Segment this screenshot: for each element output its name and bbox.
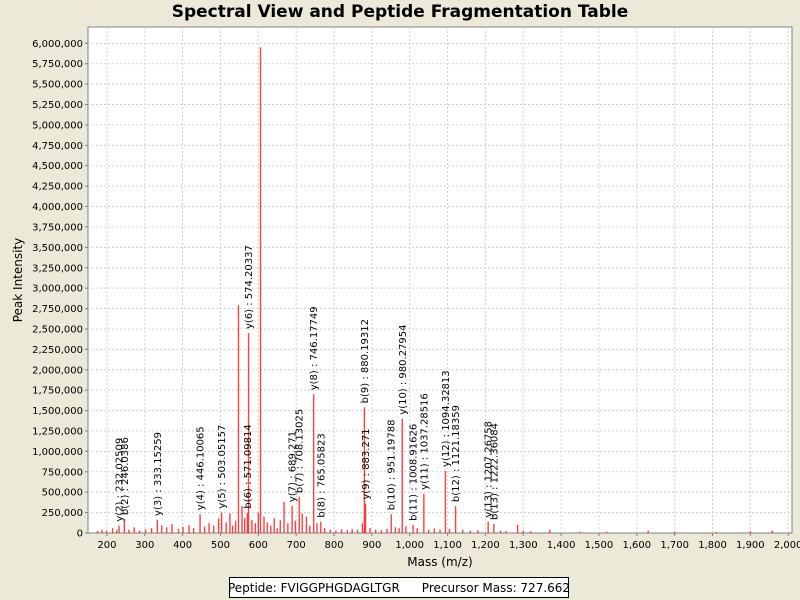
peak-annotation: y(13) : 1207.26758 [484, 421, 495, 518]
y-tick-label: 5,250,000 [32, 100, 83, 111]
x-tick-label: 1,800 [698, 540, 727, 551]
peak-annotation: b(12) : 1121.18359 [451, 405, 462, 502]
peak-annotation: b(7) : 708.13025 [295, 409, 306, 493]
peak-annotation: b(11) : 1008.91626 [409, 424, 420, 521]
x-tick-label: 1,200 [471, 540, 500, 551]
y-tick-label: 3,000,000 [32, 284, 83, 295]
y-tick-label: 1,500,000 [32, 406, 83, 417]
y-tick-label: 2,500,000 [32, 324, 83, 335]
y-tick-label: 3,250,000 [32, 263, 83, 274]
grid-layer [88, 27, 792, 533]
y-tick-label: 750,000 [42, 467, 83, 478]
x-tick-label: 1,600 [622, 540, 651, 551]
peak-annotation: y(8) : 746.17749 [309, 306, 320, 390]
peptide-sequence: Peptide: FVIGGPHGDAGLTGR [227, 580, 400, 595]
peak-annotation: y(5) : 503.05157 [217, 425, 228, 509]
precursor-mass: Precursor Mass: 727.662 [421, 580, 571, 595]
y-tick-label: 4,500,000 [32, 161, 83, 172]
x-tick-label: 1,400 [547, 540, 576, 551]
y-tick-label: 2,250,000 [32, 345, 83, 356]
x-tick-label: 800 [324, 540, 343, 551]
peak-annotation: b(13) : 1222.36084 [489, 423, 500, 520]
peak-annotation: y(7) : 689.271 [288, 431, 299, 502]
y-axis-label: Peak Intensity [11, 238, 25, 323]
x-tick-label: 900 [362, 540, 381, 551]
peaks-layer [96, 47, 774, 533]
y-tick-label: 1,750,000 [32, 386, 83, 397]
peak-annotation: y(4) : 446.10065 [196, 426, 207, 510]
y-tick-label: 250,000 [42, 508, 83, 519]
x-tick-label: 500 [211, 540, 230, 551]
peak-annotation: b(8) : 765.05823 [316, 433, 327, 517]
peak-annotation: b(6) : 571.09814 [243, 424, 254, 508]
x-tick-label: 600 [249, 540, 268, 551]
peak-annotation: y(9) : 883.271 [361, 428, 372, 499]
x-axis-label: Mass (m/z) [407, 555, 472, 569]
x-tick-label: 1,700 [660, 540, 689, 551]
chart-title: Spectral View and Peptide Fragmentation … [171, 2, 629, 22]
y-tick-label: 4,750,000 [32, 141, 83, 152]
peak-annotation: y(11) : 1037.28516 [419, 393, 430, 490]
x-tick-label: 2,000 [774, 540, 800, 551]
x-tick-label: 200 [97, 540, 116, 551]
peak-annotation: y(12) : 1094.32813 [441, 370, 452, 467]
peptide-info-box: Peptide: FVIGGPHGDAGLTGR Precursor Mass:… [227, 577, 571, 598]
axes-layer: 0 250,000 500,000 750,000 1,000,000 1,250,000… [32, 39, 800, 551]
y-tick-label: 4,250,000 [32, 182, 83, 193]
y-tick-label: 500,000 [42, 488, 83, 499]
x-tick-label: 1,100 [433, 540, 462, 551]
y-tick-label: 2,750,000 [32, 304, 83, 315]
peak-annotation: y(2) : 232.02509 [115, 438, 126, 522]
x-tick-label: 1,900 [736, 540, 765, 551]
y-tick-label: 1,250,000 [32, 426, 83, 437]
x-tick-label: 1,300 [509, 540, 538, 551]
x-tick-label: 700 [287, 540, 306, 551]
y-tick-label: 3,750,000 [32, 222, 83, 233]
y-tick-label: 5,500,000 [32, 80, 83, 91]
peak-annotation: b(10) : 951.19788 [387, 420, 398, 511]
x-tick-label: 300 [135, 540, 154, 551]
y-tick-label: 1,000,000 [32, 447, 83, 458]
y-tick-label: 2,000,000 [32, 365, 83, 376]
y-tick-label: 5,750,000 [32, 59, 83, 70]
y-tick-label: 5,000,000 [32, 120, 83, 131]
peak-annotation: y(3) : 333.15259 [153, 432, 164, 516]
y-tick-label: 3,500,000 [32, 243, 83, 254]
peak-annotation: b(2) : 246.0386 [120, 437, 131, 515]
peak-annotation: y(6) : 574.20337 [244, 245, 255, 329]
peak-annotation: y(10) : 980.27954 [398, 324, 409, 414]
y-tick-label: 6,000,000 [32, 39, 83, 50]
x-tick-label: 1,500 [585, 540, 614, 551]
y-tick-label: 0 [77, 529, 83, 540]
y-tick-label: 4,000,000 [32, 202, 83, 213]
peak-annotation: b(9) : 880.19312 [360, 319, 371, 403]
x-tick-label: 400 [173, 540, 192, 551]
x-tick-label: 1,000 [395, 540, 424, 551]
